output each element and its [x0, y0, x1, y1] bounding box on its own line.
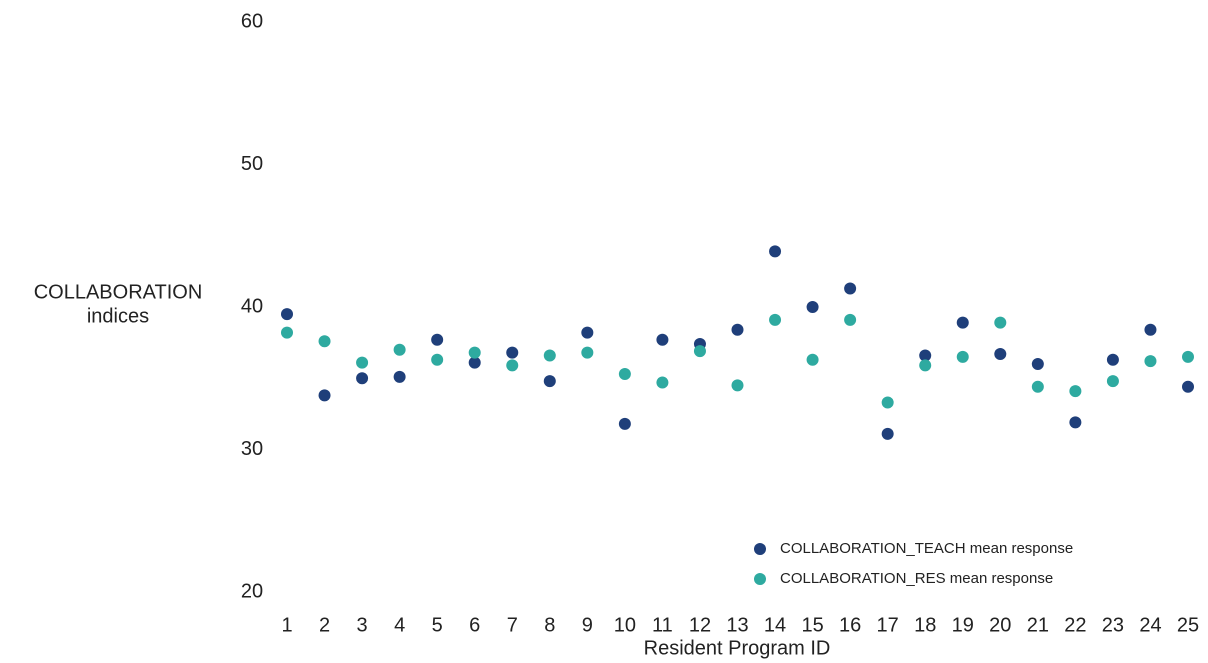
point: [1182, 380, 1194, 393]
point: [881, 396, 894, 409]
legend-marker: [754, 573, 766, 585]
x-tick-label: 1: [281, 614, 292, 636]
point: [393, 343, 406, 356]
point: [431, 333, 444, 346]
x-tick-label: 12: [689, 614, 711, 636]
x-tick-label: 8: [544, 614, 555, 636]
point: [656, 376, 669, 389]
x-tick-label: 19: [952, 614, 974, 636]
point: [881, 427, 894, 440]
x-tick-label: 4: [394, 614, 405, 636]
y-tick-label: 40: [241, 295, 263, 317]
point: [919, 359, 932, 372]
point: [844, 282, 857, 295]
x-tick-label: 16: [839, 614, 861, 636]
point: [769, 313, 782, 326]
point: [806, 353, 819, 366]
point: [618, 367, 631, 380]
point: [769, 245, 782, 258]
legend-marker: [754, 543, 766, 555]
x-tick-label: 13: [726, 614, 748, 636]
point: [356, 356, 369, 369]
point: [1031, 380, 1044, 393]
x-tick-label: 15: [801, 614, 823, 636]
point: [1031, 358, 1044, 370]
point: [506, 359, 519, 372]
y-axis-label: indices: [87, 305, 149, 327]
point: [656, 333, 669, 346]
point: [1182, 350, 1194, 363]
x-tick-label: 14: [764, 614, 786, 636]
point: [1106, 353, 1119, 366]
point: [844, 313, 857, 326]
x-tick-label: 25: [1177, 614, 1199, 636]
point: [1106, 375, 1119, 388]
legend-label: COLLABORATION_RES mean response: [780, 570, 1053, 587]
legend-label: COLLABORATION_TEACH mean response: [780, 540, 1073, 557]
point: [1144, 355, 1157, 368]
point: [693, 345, 706, 358]
x-tick-label: 20: [989, 614, 1011, 636]
x-tick-label: 11: [652, 614, 673, 636]
y-axis-label: COLLABORATION: [34, 281, 203, 303]
x-tick-label: 9: [582, 614, 593, 636]
point: [581, 326, 594, 339]
y-tick-label: 20: [241, 580, 263, 602]
point: [506, 346, 519, 359]
point: [468, 346, 481, 359]
point: [956, 350, 969, 363]
x-tick-label: 18: [914, 614, 936, 636]
x-tick-label: 24: [1139, 614, 1161, 636]
point: [581, 346, 594, 359]
point: [956, 316, 969, 329]
x-tick-label: 3: [357, 614, 368, 636]
y-tick-label: 60: [241, 10, 263, 32]
point: [919, 349, 932, 362]
x-tick-label: 5: [432, 614, 443, 636]
point: [543, 349, 556, 362]
x-tick-label: 22: [1064, 614, 1086, 636]
point: [994, 348, 1007, 361]
point: [806, 301, 819, 313]
point: [281, 308, 293, 321]
y-tick-label: 30: [241, 438, 263, 460]
point: [731, 379, 744, 392]
point: [994, 316, 1007, 329]
x-tick-label: 10: [614, 614, 636, 636]
x-tick-label: 7: [507, 614, 518, 636]
x-tick-label: 17: [877, 614, 899, 636]
point: [318, 389, 331, 402]
point: [318, 335, 331, 348]
point: [468, 356, 481, 369]
x-tick-label: 23: [1102, 614, 1124, 636]
x-tick-label: 21: [1027, 614, 1049, 636]
point: [356, 372, 369, 385]
x-axis-label: Resident Program ID: [644, 637, 831, 659]
point: [618, 417, 631, 430]
point: [393, 370, 406, 383]
point: [731, 323, 744, 336]
point: [1144, 323, 1157, 336]
x-tick-label: 2: [319, 614, 330, 636]
x-tick-label: 6: [469, 614, 480, 636]
point: [281, 326, 293, 339]
point: [543, 375, 556, 388]
y-tick-label: 50: [241, 153, 263, 175]
point: [1069, 385, 1082, 398]
point: [431, 353, 444, 366]
point: [1069, 416, 1082, 429]
